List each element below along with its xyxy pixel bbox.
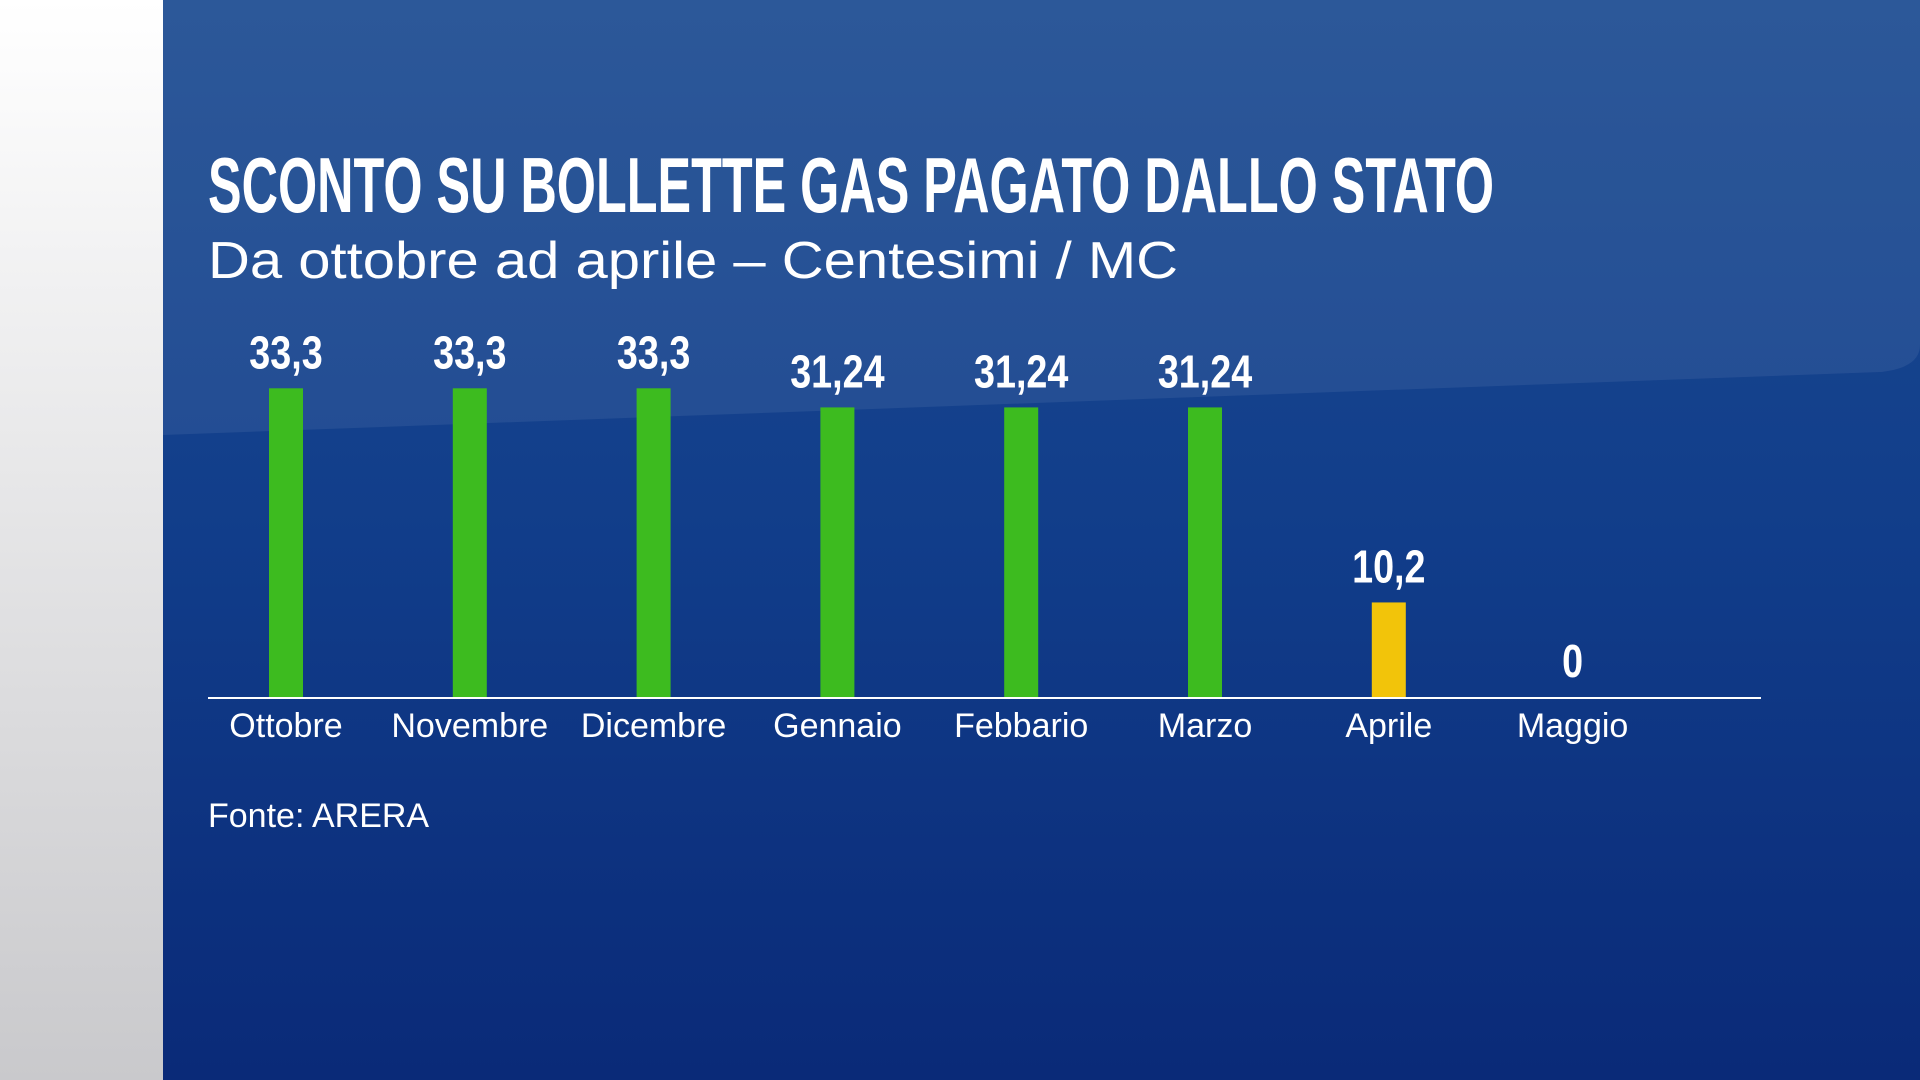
value-label: 0 bbox=[1562, 635, 1583, 686]
value-label: 10,2 bbox=[1352, 541, 1425, 592]
highlight-band bbox=[163, 0, 1920, 435]
x-tick-label: Gennaio bbox=[773, 707, 902, 745]
value-label: 31,24 bbox=[974, 346, 1069, 397]
x-tick-label: Marzo bbox=[1158, 707, 1252, 745]
bar bbox=[636, 388, 671, 697]
bar bbox=[1188, 407, 1222, 697]
bar bbox=[452, 388, 487, 697]
chart-subtitle: Da ottobre ad aprile – Centesimi / MC bbox=[208, 232, 1178, 290]
value-label: 31,24 bbox=[790, 346, 885, 397]
x-tick-label: Aprile bbox=[1345, 707, 1432, 745]
x-tick-label: Maggio bbox=[1517, 707, 1629, 745]
x-tick-label: Dicembre bbox=[581, 707, 726, 745]
bar bbox=[1004, 407, 1039, 697]
x-tick-label: Febbario bbox=[954, 707, 1088, 745]
x-tick-label: Novembre bbox=[391, 707, 548, 745]
bar bbox=[820, 407, 855, 697]
bar bbox=[1371, 602, 1406, 697]
side-panel bbox=[0, 0, 163, 1080]
bar bbox=[269, 388, 303, 697]
source: Fonte: ARERA bbox=[208, 797, 429, 835]
value-label: 33,3 bbox=[249, 327, 322, 378]
x-tick-label: Ottobre bbox=[229, 707, 342, 745]
value-label: 33,3 bbox=[433, 327, 506, 378]
value-label: 31,24 bbox=[1158, 346, 1253, 397]
value-label: 33,3 bbox=[617, 327, 690, 378]
chart-title: SCONTO SU BOLLETTE GAS PAGATO DALLO STAT… bbox=[208, 141, 1494, 229]
